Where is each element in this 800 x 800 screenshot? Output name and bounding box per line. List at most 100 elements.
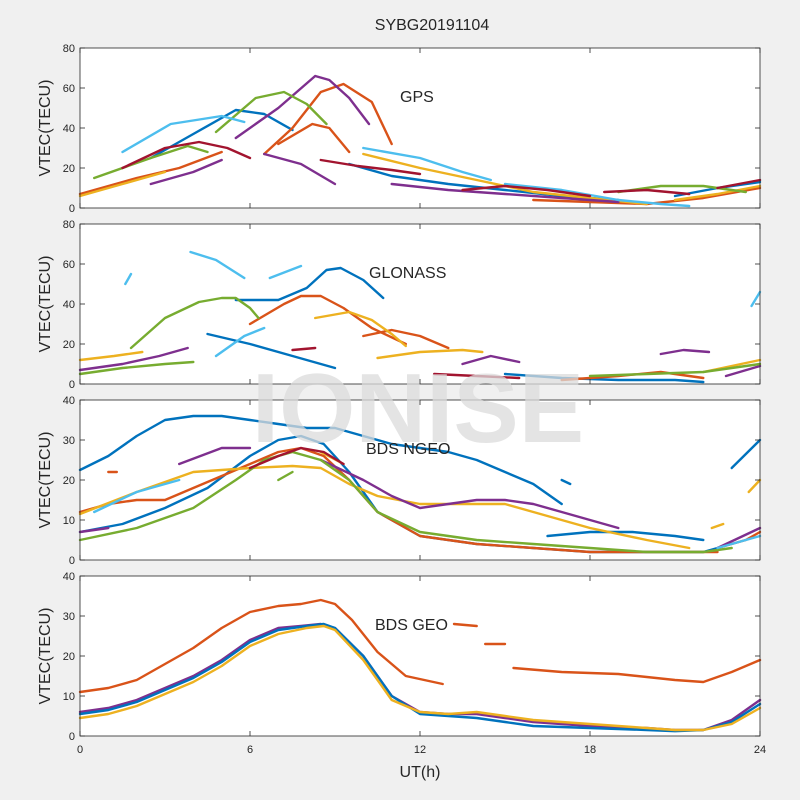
y-tick-label: 40 xyxy=(63,571,75,583)
y-tick-label: 80 xyxy=(63,219,75,231)
panel-1: 0 20 40 60 80 VTEC(TECU) GLONASS xyxy=(37,219,762,391)
series-line xyxy=(121,114,246,154)
series-line xyxy=(617,184,747,194)
panel-title: GLONASS xyxy=(369,265,446,282)
y-tick-label: 60 xyxy=(63,83,75,95)
series-line xyxy=(724,364,762,378)
series-line xyxy=(277,122,351,154)
y-tick-label: 40 xyxy=(63,299,75,311)
series-line xyxy=(503,182,691,208)
series-line xyxy=(390,182,620,204)
x-tick-label: 24 xyxy=(754,744,766,756)
series-line xyxy=(78,346,189,372)
series-line xyxy=(189,250,246,280)
series-line xyxy=(673,184,762,202)
series-line xyxy=(78,622,762,733)
series-line xyxy=(319,158,422,176)
series-line xyxy=(78,624,762,732)
y-tick-label: 0 xyxy=(69,203,75,215)
series-line xyxy=(149,158,223,186)
y-tick-label: 10 xyxy=(63,691,75,703)
series-line xyxy=(129,296,260,350)
series-line xyxy=(248,294,407,346)
series-line xyxy=(78,526,110,534)
series-line xyxy=(234,266,385,302)
series-line xyxy=(78,360,195,376)
series-line xyxy=(93,478,181,514)
y-axis-label: VTEC(TECU) xyxy=(37,256,54,353)
series-line xyxy=(588,362,762,378)
series-line xyxy=(234,74,371,140)
series-line xyxy=(149,108,294,160)
series-line xyxy=(263,152,337,186)
y-tick-label: 20 xyxy=(63,339,75,351)
x-axis-label: UT(h) xyxy=(400,764,441,781)
series-line xyxy=(710,522,725,530)
series-line xyxy=(433,372,521,380)
series-line xyxy=(750,290,762,308)
y-tick-label: 0 xyxy=(69,731,75,743)
y-axis-label: VTEC(TECU) xyxy=(37,432,54,529)
series-line xyxy=(560,478,572,486)
series-line xyxy=(214,326,266,358)
y-tick-label: 30 xyxy=(63,611,75,623)
series-line xyxy=(78,414,563,506)
series-line xyxy=(452,622,478,628)
panel-2: 0 10 20 30 40 VTEC(TECU) BDS NGEO xyxy=(37,395,762,567)
panel-title: BDS GEO xyxy=(375,617,448,634)
x-tick-label: 12 xyxy=(414,744,426,756)
y-tick-label: 20 xyxy=(63,163,75,175)
y-tick-label: 60 xyxy=(63,259,75,271)
series-line xyxy=(268,264,303,280)
series-line xyxy=(178,446,252,466)
y-tick-label: 20 xyxy=(63,475,75,487)
series-line xyxy=(747,478,762,494)
series-line xyxy=(461,184,592,198)
x-tick-label: 0 xyxy=(77,744,83,756)
series-line xyxy=(78,446,719,554)
series-line xyxy=(461,354,521,366)
plot-area xyxy=(80,576,760,736)
watermark-text: IONISE xyxy=(252,353,584,463)
series-line xyxy=(248,446,345,470)
y-tick-label: 20 xyxy=(63,651,75,663)
series-line xyxy=(659,348,711,356)
panel-0: 0 20 40 60 80 VTEC(TECU) GPS xyxy=(37,43,762,215)
series-line xyxy=(121,140,252,170)
series-line xyxy=(78,450,733,554)
series-line xyxy=(716,526,762,550)
panel-title: GPS xyxy=(400,89,434,106)
series-line xyxy=(314,310,407,348)
y-tick-label: 40 xyxy=(63,123,75,135)
x-tick-label: 18 xyxy=(584,744,596,756)
plot-area xyxy=(80,48,760,208)
series-line xyxy=(503,372,705,384)
series-line xyxy=(78,464,691,550)
y-tick-label: 80 xyxy=(63,43,75,55)
figure-title: SYBG20191104 xyxy=(375,17,490,34)
series-line xyxy=(78,598,444,694)
series-line xyxy=(716,534,762,550)
series-line xyxy=(124,272,133,286)
y-tick-label: 0 xyxy=(69,555,75,567)
series-line xyxy=(716,178,762,190)
series-line xyxy=(546,530,705,542)
series-line xyxy=(512,658,762,684)
y-axis-label: VTEC(TECU) xyxy=(37,80,54,177)
series-line xyxy=(376,348,484,360)
y-tick-label: 30 xyxy=(63,435,75,447)
y-tick-label: 40 xyxy=(63,395,75,407)
series-line xyxy=(603,188,691,196)
series-line xyxy=(277,470,294,482)
series-line xyxy=(206,332,337,370)
series-line xyxy=(291,346,317,352)
panel-title: BDS NGEO xyxy=(366,441,450,458)
y-tick-label: 10 xyxy=(63,515,75,527)
series-line xyxy=(319,458,620,530)
series-line xyxy=(362,328,450,350)
series-line xyxy=(263,82,393,156)
y-axis-label: VTEC(TECU) xyxy=(37,608,54,705)
series-line xyxy=(730,438,762,470)
series-line xyxy=(362,146,492,182)
